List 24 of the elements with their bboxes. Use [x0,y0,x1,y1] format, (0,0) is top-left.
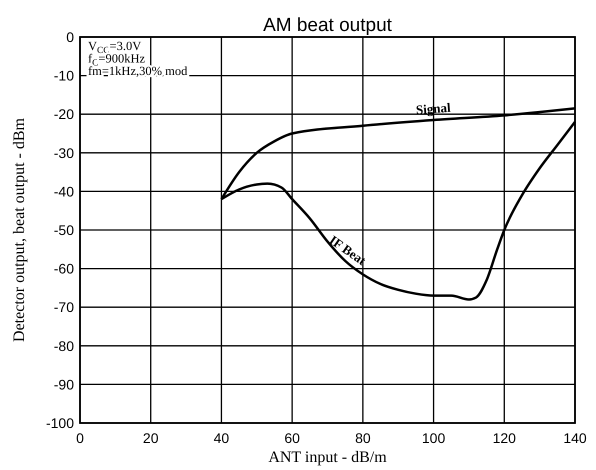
x-tick-label: 60 [284,430,300,446]
y-tick-label: -20 [54,106,74,122]
x-tick-label: 40 [214,430,230,446]
y-tick-label: -100 [46,415,74,431]
x-tick-label: 0 [76,430,84,446]
y-tick-label: -60 [54,260,74,277]
y-tick-label: -10 [54,68,74,84]
x-tick-label: 140 [563,430,587,446]
y-tick-label: -50 [54,222,74,238]
y-tick-label: -70 [54,299,74,316]
x-tick-label: 20 [142,430,159,446]
x-tick-label: 120 [492,430,516,446]
series-label: Signal [415,100,452,118]
y-tick-label: 0 [66,29,74,45]
x-tick-label: 80 [355,430,371,446]
y-tick-label: -80 [54,338,74,354]
y-tick-label: -90 [54,376,74,392]
y-axis-title: Detector output, beat output - dBm [11,117,28,342]
chart-title: AM beat output [263,15,393,36]
text: IF Beat [326,232,370,268]
x-axis-title: ANT input - dB/m [268,449,388,466]
y-tick-label: -40 [54,183,74,200]
x-tick-label: 100 [422,430,446,446]
y-tick-label: -30 [54,144,74,161]
